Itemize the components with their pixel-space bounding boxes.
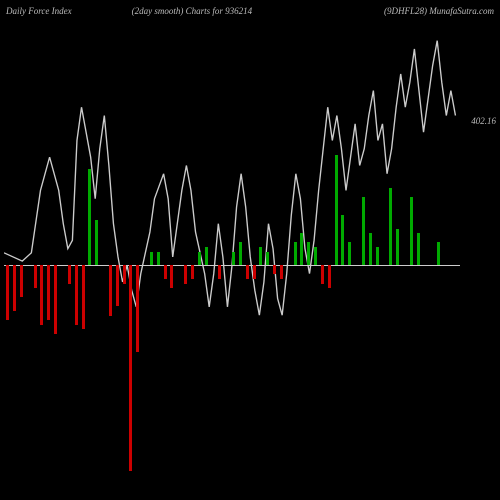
positive-bar	[88, 169, 91, 265]
negative-bar	[123, 265, 126, 283]
positive-bar	[389, 188, 392, 266]
negative-bar	[109, 265, 112, 315]
positive-bar	[239, 242, 242, 265]
positive-bar	[198, 252, 201, 266]
positive-bar	[437, 242, 440, 265]
title-center: (2day smooth) Charts for 936214	[72, 6, 384, 22]
positive-bar	[362, 197, 365, 266]
positive-bar	[307, 242, 310, 265]
force-index-chart	[4, 24, 460, 440]
negative-bar	[129, 265, 132, 471]
positive-bar	[396, 229, 399, 266]
positive-bar	[266, 252, 269, 266]
negative-bar	[34, 265, 37, 288]
negative-bar	[321, 265, 324, 283]
negative-bar	[20, 265, 23, 297]
positive-bar	[205, 247, 208, 265]
positive-bar	[335, 155, 338, 265]
negative-bar	[54, 265, 57, 334]
title-left: Daily Force Index	[6, 6, 72, 22]
positive-bar	[150, 252, 153, 266]
negative-bar	[328, 265, 331, 288]
negative-bar	[75, 265, 78, 324]
negative-bar	[136, 265, 139, 352]
negative-bar	[47, 265, 50, 320]
negative-bar	[116, 265, 119, 306]
negative-bar	[82, 265, 85, 329]
positive-bar	[341, 215, 344, 265]
negative-bar	[13, 265, 16, 311]
positive-bar	[95, 220, 98, 266]
negative-bar	[246, 265, 249, 279]
positive-bar	[300, 233, 303, 265]
positive-bar	[294, 242, 297, 265]
negative-bar	[184, 265, 187, 283]
positive-bar	[157, 252, 160, 266]
negative-bar	[191, 265, 194, 279]
last-price-label: 402.16	[471, 116, 496, 126]
negative-bar	[164, 265, 167, 279]
positive-bar	[369, 233, 372, 265]
positive-bar	[376, 247, 379, 265]
negative-bar	[170, 265, 173, 288]
positive-bar	[410, 197, 413, 266]
chart-header: Daily Force Index (2day smooth) Charts f…	[0, 6, 500, 22]
positive-bar	[348, 242, 351, 265]
positive-bar	[417, 233, 420, 265]
negative-bar	[40, 265, 43, 324]
positive-bar	[232, 252, 235, 266]
negative-bar	[218, 265, 221, 279]
title-right: (9DHFL28) MunafaSutra.com	[384, 6, 494, 22]
negative-bar	[6, 265, 9, 320]
negative-bar	[253, 265, 256, 279]
positive-bar	[259, 247, 262, 265]
negative-bar	[273, 265, 276, 274]
negative-bar	[68, 265, 71, 283]
negative-bar	[280, 265, 283, 279]
positive-bar	[314, 247, 317, 265]
